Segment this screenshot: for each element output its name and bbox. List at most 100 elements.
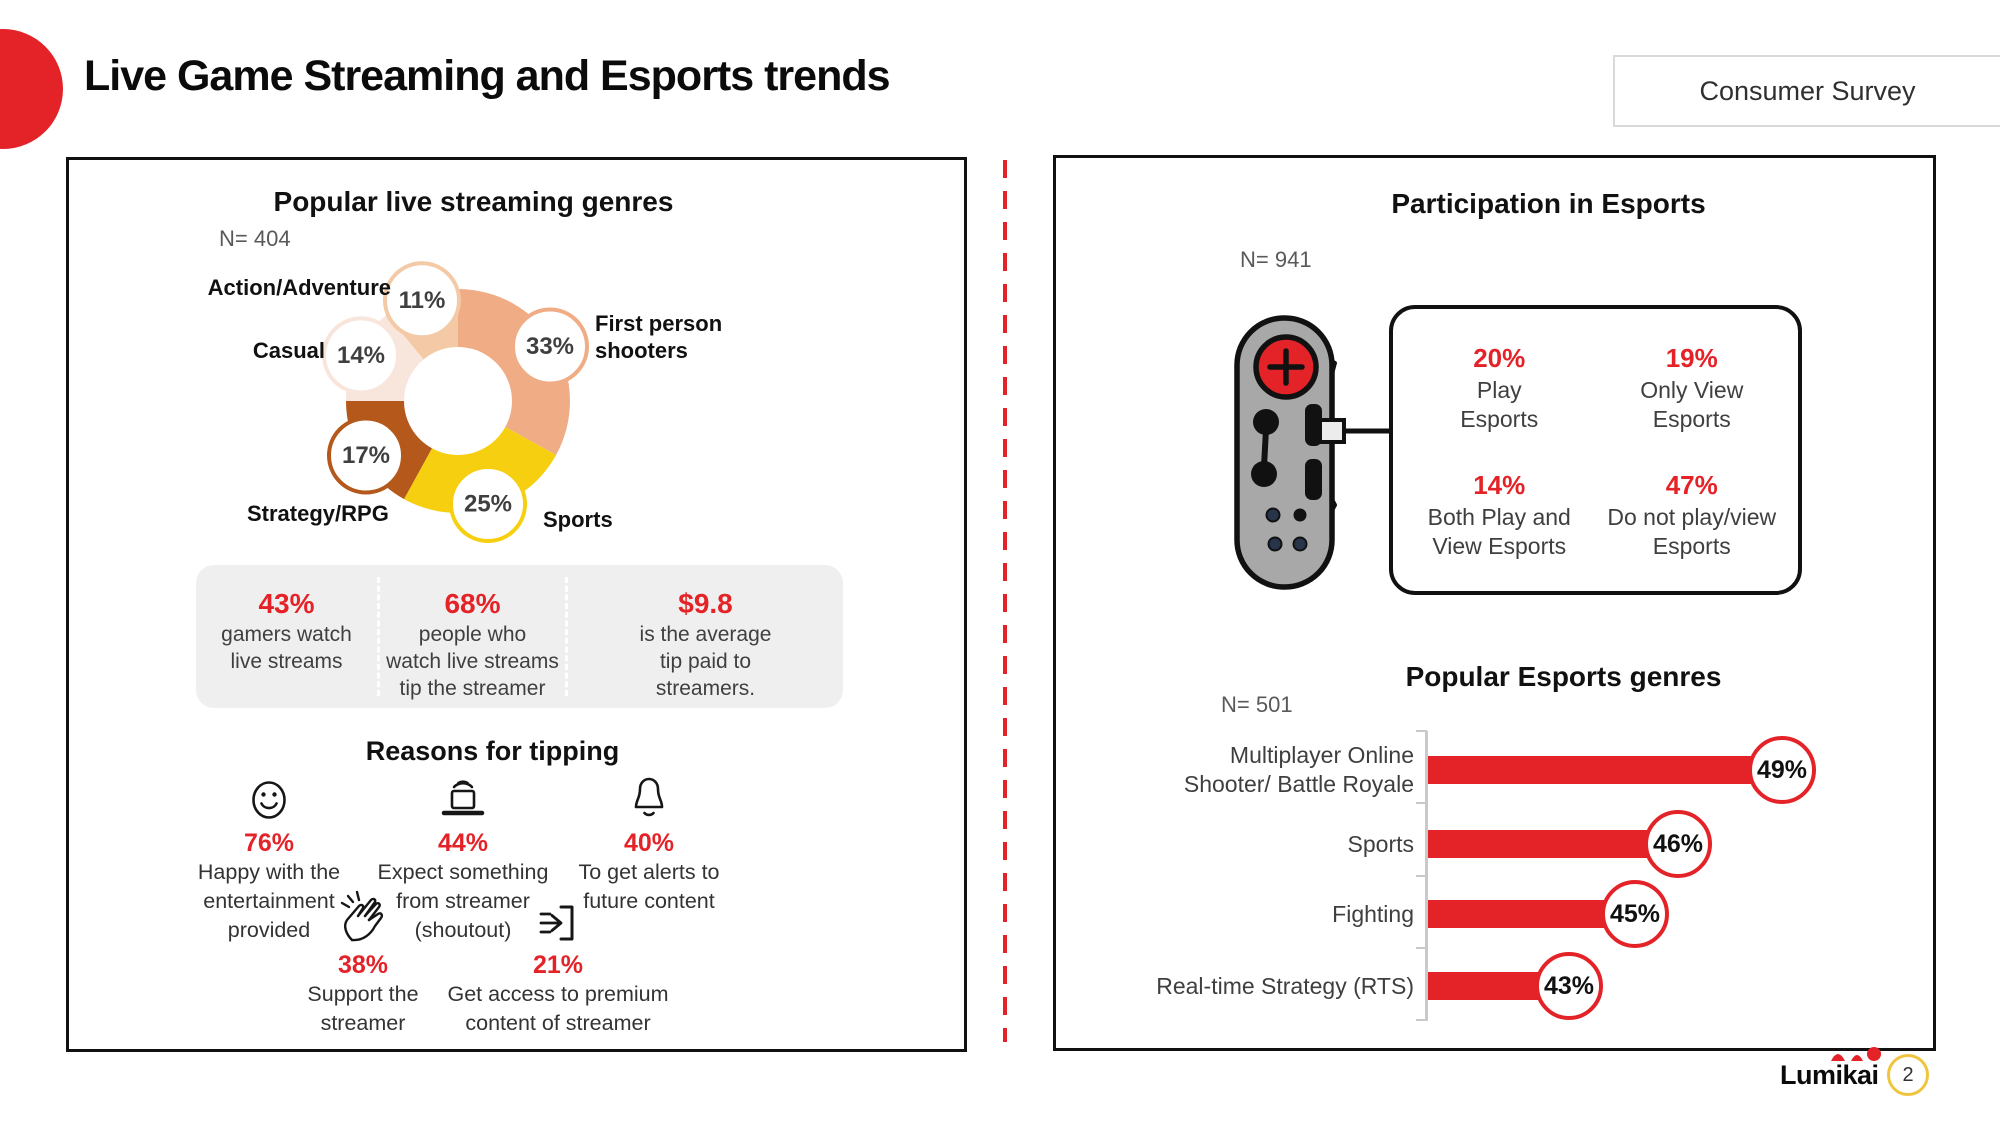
stat-both-play-view: 14% Both Play and View Esports <box>1403 470 1596 571</box>
page-number-badge: 2 <box>1887 1054 1929 1096</box>
bar-badge-rts: 43% <box>1535 952 1603 1020</box>
axis-tick <box>1416 875 1427 877</box>
bar-badge-fighting: 45% <box>1601 880 1669 948</box>
reason-expect-line2: from streamer <box>396 889 530 913</box>
esports-genres-title: Popular Esports genres <box>1405 661 1722 692</box>
bar-label-moba: Multiplayer Online Shooter/ Battle Royal… <box>1096 741 1414 799</box>
left-sample-size: N= 404 <box>219 226 291 251</box>
axis-tick <box>1416 947 1427 949</box>
stat-play-esports: 20% Play Esports <box>1403 343 1596 444</box>
donut-badge-fps <box>511 307 589 386</box>
bar-fighting <box>1428 900 1635 928</box>
stat-only-view-pct: 19% <box>1665 343 1718 373</box>
stat-only-view: 19% Only View Esports <box>1596 343 1789 444</box>
brand-logo-marks-icon <box>1831 1047 1881 1061</box>
brand-logo-text: Lumikai <box>1780 1060 1879 1090</box>
game-controller-icon <box>1234 315 1391 590</box>
bar-pct-sports: 46% <box>1652 829 1704 858</box>
donut-pct-sports: 25% <box>464 491 512 518</box>
right-panel: Participation in Esports N= 941 20% <box>1053 155 1936 1051</box>
donut-badge-action <box>383 261 461 340</box>
stat-no-play-view-line1: Do not play/view <box>1607 504 1777 530</box>
laptop-stream-icon <box>343 769 583 823</box>
stat-watch-live-line1: gamers watch <box>221 623 352 646</box>
stat-no-play-view-line2: Esports <box>1652 533 1731 559</box>
reason-happy-pct: 76% <box>243 829 295 857</box>
reason-premium-pct: 21% <box>532 951 584 979</box>
bar-badge-sports: 46% <box>1644 810 1712 878</box>
stat-play-esports-pct: 20% <box>1473 343 1526 373</box>
donut-label-casual: Casual <box>252 338 325 363</box>
donut-label-fps-line2: shooters <box>595 338 688 363</box>
donut-badge-strategy <box>327 416 405 495</box>
stat-watch-live-value: 43% <box>258 588 315 619</box>
bar-pct-rts: 43% <box>1543 971 1595 1000</box>
stat-average-tip-value: $9.8 <box>678 588 733 619</box>
donut-pct-casual: 14% <box>337 342 385 369</box>
reason-happy: 76% Happy with the entertainment provide… <box>154 769 384 945</box>
stat-only-view-line1: Only View <box>1640 377 1744 403</box>
stat-play-esports-line2: Esports <box>1460 406 1539 432</box>
reason-happy-line3: provided <box>227 918 311 942</box>
reason-expect-line1: Expect something <box>377 860 549 884</box>
page-title: Live Game Streaming and Esports trends <box>84 52 891 100</box>
axis-tick <box>1416 1019 1427 1021</box>
premium-access-icon <box>428 891 688 945</box>
reason-premium-line1: Get access to premium <box>447 982 669 1006</box>
stat-both-play-view-pct: 14% <box>1473 470 1526 500</box>
bar-label-moba-line1: Multiplayer Online <box>1229 742 1414 768</box>
bar-label-rts: Real-time Strategy (RTS) <box>1156 973 1414 999</box>
stat-no-play-view: 47% Do not play/view Esports <box>1596 470 1789 571</box>
stat-tip-streamer-value: 68% <box>444 588 501 619</box>
consumer-survey-label: Consumer Survey <box>1699 75 1916 106</box>
bell-icon <box>534 769 764 823</box>
donut-pct-strategy: 17% <box>342 442 390 469</box>
reason-support-line1: Support the <box>307 982 419 1006</box>
bar-label-sports: Sports <box>1347 831 1414 857</box>
donut-pct-action: 11% <box>399 287 446 314</box>
stat-watch-live-line2: live streams <box>230 650 343 673</box>
reason-expect-line3: (shoutout) <box>414 918 512 942</box>
participation-stats-box: 20% Play Esports 19% Only View Esports 1… <box>1389 305 1802 595</box>
smiley-icon <box>154 769 384 823</box>
stat-play-esports-line1: Play <box>1476 377 1522 403</box>
stat-tip-streamer: 68% people who watch live streams tip th… <box>380 565 565 708</box>
stat-average-tip-line2: tip paid to <box>659 650 752 673</box>
reason-support-pct: 38% <box>337 951 389 979</box>
donut-pct-fps: 33% <box>526 333 574 360</box>
panel-divider <box>1003 160 1007 1042</box>
reason-expect-pct: 44% <box>437 829 489 857</box>
reason-support-line2: streamer <box>320 1011 406 1035</box>
reason-support: 38% Support the streamer <box>248 890 478 1038</box>
esports-genres-sample-size: N= 501 <box>1221 692 1293 717</box>
left-panel: Popular live streaming genres N= 404 33%… <box>66 157 967 1052</box>
reasons-title: Reasons for tipping <box>365 736 620 766</box>
streaming-genres-donut-chart: 33% 25% 17% 14% 11% <box>322 261 589 543</box>
stat-only-view-line2: Esports <box>1652 406 1731 432</box>
reason-happy-line2: entertainment <box>203 889 335 913</box>
bar-pct-fighting: 45% <box>1609 899 1661 928</box>
band-separator-1 <box>377 577 380 696</box>
donut-label-strategy: Strategy/RPG <box>247 501 389 526</box>
axis-tick <box>1416 730 1427 732</box>
donut-label-action: Action/Adventure <box>207 275 391 300</box>
participation-sample-size: N= 941 <box>1240 247 1312 272</box>
reason-expect: 44% Expect something from streamer (shou… <box>343 769 583 945</box>
corner-accent-circle <box>0 29 63 149</box>
stat-no-play-view-pct: 47% <box>1665 470 1718 500</box>
reason-premium: 21% Get access to premium content of str… <box>428 891 688 1038</box>
stat-average-tip-line3: streamers. <box>655 677 756 700</box>
axis-tick <box>1416 802 1427 804</box>
stat-watch-live: 43% gamers watch live streams <box>196 565 377 708</box>
donut-label-sports: Sports <box>543 507 613 532</box>
donut-label-fps-line1: First person <box>595 311 723 336</box>
stat-tip-streamer-line3: tip the streamer <box>399 677 546 700</box>
bar-sports <box>1428 830 1678 858</box>
page-number: 2 <box>1902 1063 1914 1086</box>
reason-alerts-line2: future content <box>583 889 715 913</box>
donut-badge-casual <box>322 316 400 395</box>
reason-premium-line2: content of streamer <box>465 1011 651 1035</box>
left-panel-title: Popular live streaming genres <box>273 186 674 217</box>
stat-average-tip-line1: is the average <box>639 623 772 646</box>
